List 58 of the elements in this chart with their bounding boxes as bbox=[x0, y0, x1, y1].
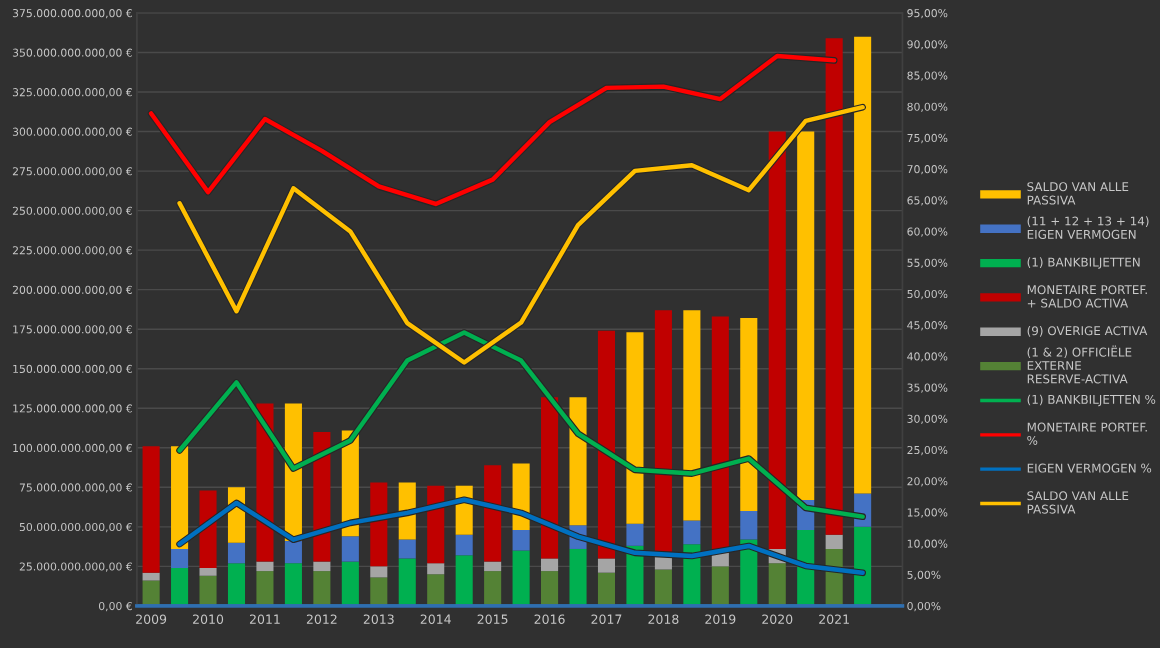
bar bbox=[284, 541, 302, 564]
bar bbox=[654, 556, 672, 570]
bar bbox=[142, 446, 160, 573]
line-series bbox=[147, 52, 838, 208]
bar bbox=[398, 558, 416, 606]
bar bbox=[597, 558, 616, 573]
bar bbox=[597, 572, 616, 606]
bar bbox=[370, 482, 388, 567]
bar bbox=[597, 330, 616, 559]
bar bbox=[171, 548, 189, 568]
bar bbox=[541, 558, 559, 572]
bar bbox=[171, 567, 189, 606]
line-series bbox=[176, 496, 866, 577]
bar bbox=[370, 577, 388, 606]
bar bbox=[541, 571, 559, 606]
bar bbox=[227, 542, 246, 564]
bar bbox=[768, 131, 786, 549]
bar bbox=[768, 563, 786, 606]
bar bbox=[341, 536, 359, 562]
bar bbox=[171, 446, 189, 549]
bar bbox=[711, 316, 729, 553]
bar bbox=[854, 526, 872, 606]
bar bbox=[683, 520, 701, 545]
bar bbox=[427, 574, 445, 606]
bar bbox=[569, 397, 587, 526]
bar bbox=[427, 485, 445, 564]
bar bbox=[626, 523, 644, 546]
bar bbox=[683, 310, 701, 521]
bar bbox=[227, 563, 246, 606]
bar bbox=[256, 571, 274, 606]
bar bbox=[626, 332, 644, 524]
bar bbox=[398, 539, 416, 559]
bar bbox=[370, 566, 388, 578]
bar bbox=[825, 38, 843, 535]
bar bbox=[284, 563, 302, 606]
bar bbox=[541, 397, 559, 559]
bar bbox=[740, 511, 758, 540]
bar bbox=[512, 550, 530, 606]
bar bbox=[740, 318, 758, 512]
bar bbox=[484, 561, 502, 572]
bar bbox=[711, 566, 729, 606]
bar bbox=[199, 567, 217, 576]
bar bbox=[142, 580, 160, 606]
bar bbox=[341, 561, 359, 606]
bar bbox=[455, 534, 473, 556]
bar bbox=[484, 571, 502, 606]
bar bbox=[313, 561, 331, 572]
bar bbox=[142, 572, 160, 581]
bar bbox=[427, 563, 445, 575]
bar bbox=[654, 569, 672, 606]
bar bbox=[455, 555, 473, 606]
bar bbox=[484, 465, 502, 562]
bar bbox=[199, 575, 217, 606]
bar bbox=[256, 561, 274, 572]
bar bbox=[825, 534, 843, 549]
bar bbox=[569, 548, 587, 606]
bar bbox=[313, 571, 331, 606]
bar bbox=[512, 529, 530, 551]
